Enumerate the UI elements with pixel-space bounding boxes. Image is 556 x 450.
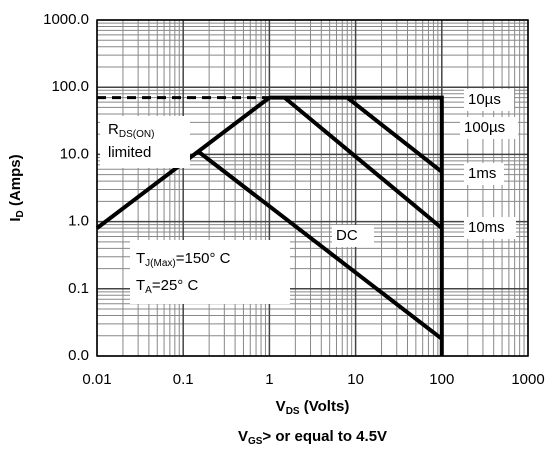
line-label: 10µs (468, 91, 501, 108)
line-label: 100µs (464, 119, 505, 136)
condition-main: T (136, 277, 145, 294)
rds-note-main: R (108, 121, 119, 138)
x-tick-label: 100 (429, 371, 454, 388)
y-tick-label: 10.0 (60, 145, 89, 162)
soa-line (346, 96, 444, 174)
x-tick-label: 0.01 (82, 371, 111, 388)
soa-line (197, 150, 444, 341)
label-box (464, 89, 514, 111)
x-axis-label-rest: (Volts) (300, 398, 350, 415)
plot-area (97, 20, 528, 356)
y-axis-label-rest: (Amps) (7, 154, 24, 210)
rds-note: RDS(ON) (108, 121, 154, 140)
rds-note-sub: DS(ON) (119, 129, 155, 140)
label-box (332, 225, 374, 247)
y-tick-label: 0.1 (68, 280, 89, 297)
condition-sub: J(Max) (145, 258, 176, 269)
plot-frame (96, 19, 529, 357)
footer-rest: > or equal to 4.5V (262, 428, 387, 445)
condition: TA=25° C (136, 277, 198, 296)
x-tick-label: 1 (265, 371, 273, 388)
condition-rest: =25° C (152, 277, 199, 294)
condition-sub: A (145, 285, 152, 296)
footer-main: V (238, 428, 248, 445)
line-label: DC (336, 227, 358, 244)
x-axis-label-sub: DS (286, 406, 300, 417)
y-axis-label-main: I (7, 217, 24, 221)
x-axis-label: VDS (Volts) (276, 398, 350, 417)
line-label: 10ms (468, 219, 505, 236)
line-label: 1ms (468, 165, 496, 182)
label-box (464, 217, 516, 239)
soa-line (269, 95, 444, 356)
y-tick-label: 1.0 (68, 213, 89, 230)
y-axis-label-sub: D (15, 210, 26, 217)
footer-sub: GS (248, 436, 263, 447)
y-axis-label: ID (Amps) (7, 154, 26, 221)
label-box (460, 117, 518, 139)
x-tick-label: 10 (347, 371, 364, 388)
y-tick-label: 100.0 (51, 78, 89, 95)
condition-rest: =150° C (176, 250, 231, 267)
y-tick-label: 1000.0 (43, 11, 89, 28)
label-box (100, 116, 190, 168)
rds-note-line2: limited (108, 144, 151, 161)
label-box (464, 163, 504, 185)
label-box (130, 240, 290, 304)
soa-line (283, 96, 444, 230)
x-tick-label: 0.1 (173, 371, 194, 388)
x-axis-label-main: V (276, 398, 286, 415)
x-tick-label: 1000 (511, 371, 544, 388)
y-tick-label: 0.0 (68, 347, 89, 364)
condition-main: T (136, 250, 145, 267)
footer: VGS> or equal to 4.5V (238, 428, 387, 447)
condition: TJ(Max)=150° C (136, 250, 231, 269)
